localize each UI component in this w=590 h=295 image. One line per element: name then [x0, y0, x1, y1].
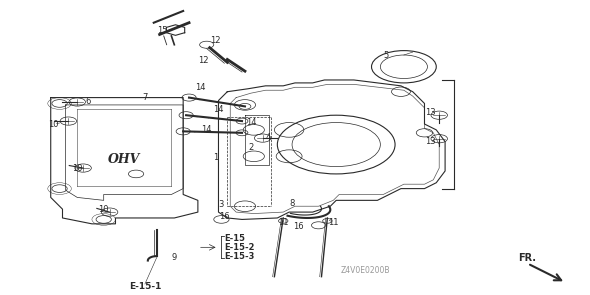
Text: 14: 14: [201, 125, 212, 135]
Text: E-15-1: E-15-1: [129, 283, 161, 291]
Text: Z4V0E0200B: Z4V0E0200B: [341, 266, 391, 275]
Text: 14: 14: [213, 105, 224, 114]
Text: 6: 6: [85, 97, 90, 106]
Text: 11: 11: [328, 218, 339, 227]
Text: 16: 16: [219, 212, 230, 221]
Text: 13: 13: [425, 108, 435, 117]
Text: 16: 16: [293, 222, 303, 231]
Text: 5: 5: [384, 50, 389, 60]
Text: FR.: FR.: [519, 253, 536, 263]
Text: 8: 8: [289, 199, 295, 208]
Text: 11: 11: [278, 218, 289, 227]
Text: OHV: OHV: [108, 153, 140, 166]
Text: 3: 3: [219, 200, 224, 209]
Text: 1: 1: [213, 153, 218, 162]
Text: 4: 4: [266, 133, 271, 142]
Text: 9: 9: [172, 253, 177, 262]
Text: 2: 2: [248, 143, 254, 152]
Text: E-15-3: E-15-3: [224, 252, 255, 261]
Text: 10: 10: [72, 163, 83, 173]
Text: 12: 12: [198, 56, 209, 65]
Text: E-15: E-15: [224, 234, 245, 243]
Text: 7: 7: [142, 93, 148, 102]
Text: 14: 14: [195, 83, 206, 92]
Text: E-15-2: E-15-2: [224, 243, 255, 252]
Text: 14: 14: [245, 118, 256, 127]
Text: 15: 15: [158, 26, 168, 35]
Text: 13: 13: [425, 137, 435, 146]
Text: 10: 10: [48, 119, 59, 129]
Text: 10: 10: [99, 205, 109, 214]
Text: 12: 12: [210, 36, 221, 45]
